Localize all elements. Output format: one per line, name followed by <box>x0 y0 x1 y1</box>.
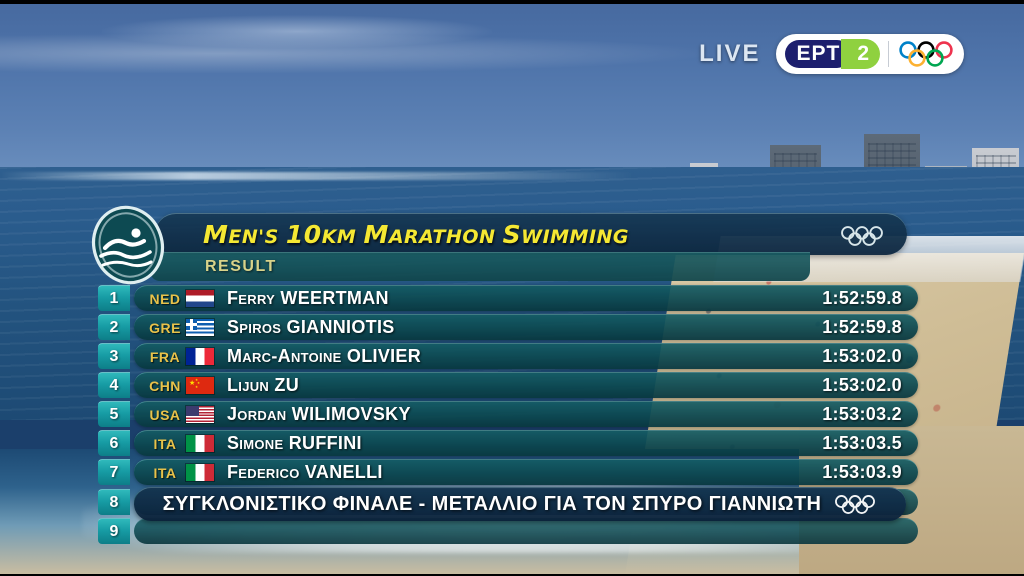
table-row[interactable]: 5 USA Jordan WILIMOVSKY 1:53:03.2 <box>98 401 918 427</box>
rank-cell: 1 <box>98 285 130 311</box>
olympic-rings-color-icon <box>899 41 953 67</box>
finish-time: 1:53:02.0 <box>822 375 902 395</box>
title-bar: MEN'S 10KM MARATHON SWIMMING <box>155 213 907 255</box>
flag-greece-icon <box>185 318 215 337</box>
flag-china-icon: ★ ★ ★ ★ <box>185 376 215 395</box>
noc-code: CHN <box>149 377 181 394</box>
athlete-name: Federico VANELLI <box>227 462 383 482</box>
finish-time: 1:53:02.0 <box>822 346 902 366</box>
athlete-name: Jordan WILIMOVSKY <box>227 404 411 424</box>
table-row[interactable]: 7 ITA Federico VANELLI 1:53:03.9 <box>98 459 918 485</box>
finish-time: 1:53:03.2 <box>822 404 902 424</box>
rank-cell: 8 <box>98 489 130 515</box>
logo-divider <box>888 41 889 67</box>
table-row[interactable]: 6 ITA Simone RUFFINI 1:53:03.5 <box>98 430 918 456</box>
row-body: FRA Marc-Antoine OLIVIER 1:53:02.0 <box>134 343 918 369</box>
table-row[interactable]: 2 GRE Spiros GIANNIOTIS 1:52:59.8 <box>98 314 918 340</box>
row-body: CHN ★ ★ ★ ★ Lijun ZU 1:53:02.0 <box>134 372 918 398</box>
broadcast-identity: LIVE EPT 2 <box>699 34 964 74</box>
noc-code: USA <box>149 406 181 423</box>
finish-time: 1:53:03.9 <box>822 462 902 482</box>
olympic-rings-mono-icon <box>835 495 876 514</box>
row-body: USA Jordan WILIMOVSKY 1:53:03.2 <box>134 401 918 427</box>
noc-code: GRE <box>149 319 181 336</box>
olympic-rings-mono-icon <box>841 226 883 246</box>
letterbox-top <box>0 0 1024 4</box>
athlete-name: Simone RUFFINI <box>227 433 362 453</box>
finish-time: 1:52:59.8 <box>822 288 902 308</box>
athlete-name: Lijun ZU <box>227 375 300 395</box>
rank-cell: 7 <box>98 459 130 485</box>
row-body: GRE Spiros GIANNIOTIS 1:52:59.8 <box>134 314 918 340</box>
flag-netherlands-icon <box>185 289 215 308</box>
channel-logo: EPT 2 <box>776 34 964 74</box>
noc-code: FRA <box>149 348 181 365</box>
table-row[interactable]: 3 FRA Marc-Antoine OLIVIER 1:53:02.0 <box>98 343 918 369</box>
athlete-name: Ferry WEERTMAN <box>227 288 389 308</box>
rank-cell: 3 <box>98 343 130 369</box>
rank-cell: 4 <box>98 372 130 398</box>
flag-usa-icon <box>185 405 215 424</box>
rank-cell: 6 <box>98 430 130 456</box>
row-body: NED Ferry WEERTMAN 1:52:59.8 <box>134 285 918 311</box>
rank-cell: 9 <box>98 518 130 544</box>
subtitle-label: RESULT <box>205 258 277 275</box>
table-row: 9 <box>98 518 918 544</box>
channel-name-text: EPT <box>796 42 841 65</box>
flag-france-icon <box>185 347 215 366</box>
finish-time: 1:52:59.8 <box>822 317 902 337</box>
marathon-swimming-emblem-icon <box>91 205 165 285</box>
ticker-text: ΣΥΓΚΛΟΝΙΣΤΙΚΟ ΦΙΝΑΛΕ - ΜΕΤΑΛΛΙΟ ΓΙΑ ΤΟΝ … <box>162 493 822 515</box>
noc-code: NED <box>149 290 181 307</box>
noc-code: ITA <box>153 435 177 452</box>
rank-cell: 2 <box>98 314 130 340</box>
subtitle-bar: RESULT <box>150 252 810 281</box>
athlete-name: Marc-Antoine OLIVIER <box>227 346 422 366</box>
news-ticker: ΣΥΓΚΛΟΝΙΣΤΙΚΟ ΦΙΝΑΛΕ - ΜΕΤΑΛΛΙΟ ΓΙΑ ΤΟΝ … <box>134 487 906 521</box>
sky <box>0 0 1024 185</box>
row-body <box>134 518 918 544</box>
row-body: ITA Simone RUFFINI 1:53:03.5 <box>134 430 918 456</box>
table-row[interactable]: 1 NED Ferry WEERTMAN 1:52:59.8 <box>98 285 918 311</box>
channel-number-badge: 2 <box>841 39 880 69</box>
athlete-name: Spiros GIANNIOTIS <box>227 317 395 337</box>
channel-number-text: 2 <box>857 42 869 65</box>
letterbox-bottom <box>0 574 1024 576</box>
flag-italy-icon <box>185 463 215 482</box>
finish-time: 1:53:03.5 <box>822 433 902 453</box>
channel-name-badge: EPT <box>785 40 852 68</box>
table-row[interactable]: 4 CHN ★ ★ ★ ★ Lijun ZU 1:53:02.0 <box>98 372 918 398</box>
flag-italy-icon <box>185 434 215 453</box>
rank-cell: 5 <box>98 401 130 427</box>
noc-code: ITA <box>153 464 177 481</box>
live-label: LIVE <box>699 40 761 67</box>
page-title: MEN'S 10KM MARATHON SWIMMING <box>203 220 630 249</box>
row-body: ITA Federico VANELLI 1:53:03.9 <box>134 459 918 485</box>
